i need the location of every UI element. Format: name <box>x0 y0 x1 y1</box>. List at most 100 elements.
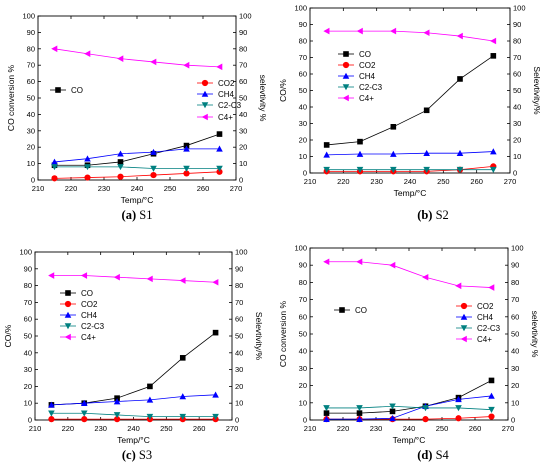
data-point <box>357 138 363 145</box>
y-tick-label: 20 <box>27 143 35 152</box>
x-tick-label: 240 <box>127 424 140 433</box>
data-point <box>150 58 157 66</box>
panel-caption-name: S4 <box>432 448 449 462</box>
legend-marker <box>201 79 209 87</box>
data-point <box>323 405 330 412</box>
panel-caption: (d) S4 <box>358 448 508 463</box>
y-axis-label: CO/% <box>3 324 13 347</box>
data-point <box>356 166 364 173</box>
y-tick-label: 50 <box>299 330 307 339</box>
x-tick-label: 220 <box>337 424 350 433</box>
legend-item: CO <box>334 306 367 315</box>
data-point <box>117 173 124 180</box>
data-point <box>390 150 397 157</box>
data-point <box>113 416 121 423</box>
data-point <box>422 405 429 412</box>
series-ch4 <box>323 148 497 158</box>
data-point <box>113 412 121 419</box>
x-tick-label: 210 <box>32 184 45 193</box>
y-tick-label: 20 <box>299 136 307 145</box>
y-tick-label: 50 <box>24 332 32 341</box>
legend-marker <box>64 300 72 308</box>
x-tick-label: 210 <box>304 424 317 433</box>
y-tick-label-right: 20 <box>511 381 519 390</box>
data-point <box>117 159 124 165</box>
data-point <box>216 145 223 152</box>
legend-label: CH4 <box>477 313 494 322</box>
legend-label: CH4 <box>359 72 376 81</box>
data-point <box>323 415 330 422</box>
y-tick-label: 70 <box>299 295 307 304</box>
legend-item: CO <box>338 50 371 59</box>
data-point <box>390 124 397 130</box>
y-tick-label: 50 <box>27 94 35 103</box>
y-tick-label: 40 <box>299 347 307 356</box>
y-tick-label-right: 40 <box>239 110 247 119</box>
data-point <box>113 398 121 405</box>
data-point <box>455 415 462 422</box>
legend-marker <box>342 61 350 69</box>
y-tick-label-right: 10 <box>239 159 247 168</box>
y-tick-label-right: 30 <box>239 126 247 135</box>
x-tick-label: 220 <box>337 177 350 186</box>
data-point <box>455 405 462 412</box>
y-tick-label: 70 <box>27 61 35 70</box>
x-tick-label: 260 <box>469 424 482 433</box>
data-point <box>81 416 88 423</box>
x-tick-label: 250 <box>436 424 449 433</box>
data-point <box>356 258 363 266</box>
legend-item: CH4 <box>456 313 494 322</box>
data-point <box>356 27 363 35</box>
data-point <box>179 393 187 400</box>
data-point <box>389 403 396 410</box>
y-tick-label: 70 <box>299 53 307 62</box>
y-tick-label: 0 <box>303 169 307 178</box>
y-axis-label-right: Selevtivity/% <box>254 312 264 361</box>
data-point <box>183 170 190 177</box>
series-line <box>51 412 216 418</box>
series-co2 <box>48 416 219 423</box>
data-point <box>488 284 495 291</box>
series-c4+ <box>48 272 219 286</box>
series-line <box>326 30 494 42</box>
y-tick-label: 90 <box>299 20 307 29</box>
y-tick-label: 30 <box>299 364 307 373</box>
y-tick-label-right: 30 <box>513 119 521 128</box>
legend-label: CO <box>355 306 367 315</box>
y-tick-label: 100 <box>22 12 35 21</box>
legend-item: CO2 <box>197 79 235 88</box>
x-tick-label: 240 <box>131 184 144 193</box>
y-tick-label: 90 <box>27 28 35 37</box>
series-line <box>54 148 220 163</box>
y-axis-label: CO/% <box>278 79 288 102</box>
y-tick-label: 50 <box>299 86 307 95</box>
legend-marker <box>64 333 71 341</box>
y-tick-label-right: 60 <box>513 70 521 79</box>
data-point <box>455 282 462 290</box>
x-tick-label: 270 <box>504 177 517 186</box>
data-point <box>216 131 223 137</box>
x-axis-label: Temp/°C <box>393 435 426 445</box>
x-tick-label: 240 <box>404 177 417 186</box>
legend-item: C2-C3 <box>456 324 501 333</box>
data-point <box>179 355 186 361</box>
legend-item: CO2 <box>338 61 376 70</box>
data-point <box>212 391 219 398</box>
x-tick-label: 230 <box>94 424 107 433</box>
y-tick-label: 60 <box>299 70 307 79</box>
y-tick-label-right: 100 <box>235 248 248 257</box>
legend-label: CO <box>359 50 371 59</box>
legend-item: CO2 <box>456 302 494 311</box>
y-tick-label-right: 90 <box>239 28 247 37</box>
legend-marker <box>64 311 72 318</box>
data-point <box>216 165 223 172</box>
legend-label: CH4 <box>81 311 98 320</box>
series-co2 <box>51 168 223 182</box>
data-point <box>117 164 124 171</box>
y-tick-label-right: 0 <box>239 176 243 185</box>
legend-marker <box>342 94 349 102</box>
data-point <box>84 50 91 58</box>
y-tick-label-right: 80 <box>511 278 519 287</box>
data-point <box>216 63 223 71</box>
